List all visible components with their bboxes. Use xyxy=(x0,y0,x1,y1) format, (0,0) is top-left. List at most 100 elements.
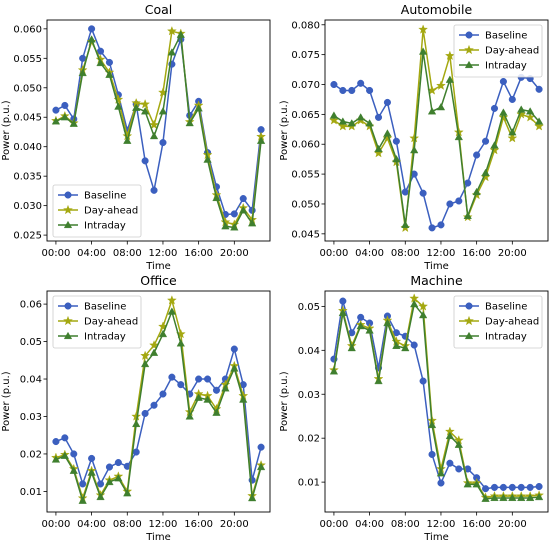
data-point xyxy=(526,107,535,115)
data-point xyxy=(158,107,168,115)
y-axis-label: Power (p.u.) xyxy=(1,371,12,431)
data-point xyxy=(419,377,427,385)
y-tick-label: 0.030 xyxy=(13,201,42,212)
x-tick-label: 20:00 xyxy=(220,519,249,530)
data-point xyxy=(204,375,212,383)
data-point xyxy=(338,308,347,317)
data-point xyxy=(52,438,60,446)
data-point xyxy=(51,117,61,125)
data-point xyxy=(51,455,61,463)
data-point xyxy=(507,133,518,143)
y-tick-label: 0.035 xyxy=(13,172,42,183)
x-tick-label: 00:00 xyxy=(320,519,349,530)
data-point xyxy=(150,186,158,194)
data-point xyxy=(508,128,517,136)
data-point xyxy=(347,343,356,352)
data-point xyxy=(517,105,526,113)
legend-label: Intraday xyxy=(84,332,126,343)
y-tick-label: 0.06 xyxy=(20,300,42,311)
data-point xyxy=(526,483,534,491)
data-point xyxy=(176,339,185,347)
data-point xyxy=(167,307,177,315)
data-point xyxy=(70,450,78,458)
data-point xyxy=(203,155,212,163)
legend-label: Day-ahead xyxy=(84,206,138,217)
data-point xyxy=(383,318,392,327)
data-point xyxy=(534,117,544,125)
legend-marker xyxy=(465,31,473,39)
data-point xyxy=(132,448,140,456)
x-tick-label: 12:00 xyxy=(149,519,178,530)
data-point xyxy=(445,431,455,440)
legend-box xyxy=(453,24,543,78)
data-point xyxy=(508,493,517,501)
y-tick-label: 0.050 xyxy=(13,83,42,94)
data-point xyxy=(78,68,87,77)
data-point xyxy=(61,101,69,110)
y-tick-label: 0.045 xyxy=(291,229,320,240)
data-point xyxy=(382,133,393,143)
x-axis-label: Time xyxy=(145,261,170,272)
legend: Baseline Day-ahead Intraday xyxy=(453,295,543,349)
data-point xyxy=(140,359,150,368)
legend-box xyxy=(52,295,142,349)
data-point xyxy=(473,151,481,159)
data-point xyxy=(131,411,142,421)
series-baseline xyxy=(52,25,265,219)
data-point xyxy=(159,139,167,147)
data-point xyxy=(535,482,543,491)
data-point xyxy=(427,107,437,115)
legend-marker xyxy=(464,44,474,55)
data-point xyxy=(88,25,96,33)
data-point xyxy=(141,157,149,165)
data-point xyxy=(88,454,96,462)
y-tick-label: 0.065 xyxy=(291,110,320,121)
y-tick-label: 0.025 xyxy=(13,231,42,242)
data-point xyxy=(356,113,365,121)
legend-label: Intraday xyxy=(485,61,527,72)
y-tick-label: 0.060 xyxy=(13,24,42,35)
data-point xyxy=(374,376,383,385)
data-point xyxy=(195,375,203,383)
y-tick-label: 0.070 xyxy=(291,80,320,91)
data-point xyxy=(489,145,500,155)
series-intraday xyxy=(329,299,544,502)
x-tick-label: 12:00 xyxy=(427,248,456,259)
plot-frame xyxy=(324,290,549,513)
series-line-intraday xyxy=(55,310,262,502)
data-point xyxy=(383,129,392,137)
data-point xyxy=(410,341,418,349)
y-tick-label: 0.040 xyxy=(13,142,42,153)
data-point xyxy=(96,480,105,488)
data-point xyxy=(418,310,428,319)
data-point xyxy=(338,117,347,125)
data-point xyxy=(445,75,455,83)
legend-label: Baseline xyxy=(485,31,527,42)
data-point xyxy=(239,206,248,214)
chart-panel-machine: Machine 00:00 04:00 08:00 12:00 16:00 20:00 0.0… xyxy=(279,273,549,543)
y-tick-label: 0.05 xyxy=(20,337,42,348)
data-point xyxy=(374,113,383,121)
data-point xyxy=(60,113,69,121)
y-tick-label: 0.080 xyxy=(291,20,320,31)
data-point xyxy=(436,103,446,111)
legend-label: Day-ahead xyxy=(485,46,539,57)
chart-panel-office: Office 00:00 04:00 08:00 12:00 16:00 20:00 0.01… xyxy=(1,273,271,543)
data-point xyxy=(168,373,176,381)
data-point xyxy=(140,107,150,115)
data-point xyxy=(499,77,507,86)
data-point xyxy=(392,154,401,163)
data-point xyxy=(212,386,221,394)
data-point xyxy=(123,489,132,497)
x-tick-label: 08:00 xyxy=(113,519,142,530)
x-axis-label: Time xyxy=(423,261,448,272)
legend: Baseline Day-ahead Intraday xyxy=(52,184,142,238)
data-point xyxy=(454,440,463,448)
data-point xyxy=(166,26,177,36)
data-point xyxy=(401,343,410,352)
y-tick-label: 0.04 xyxy=(20,375,42,386)
x-tick-label: 08:00 xyxy=(113,248,142,259)
data-point xyxy=(409,133,420,143)
data-point xyxy=(482,485,490,493)
plot-frame xyxy=(46,290,271,513)
